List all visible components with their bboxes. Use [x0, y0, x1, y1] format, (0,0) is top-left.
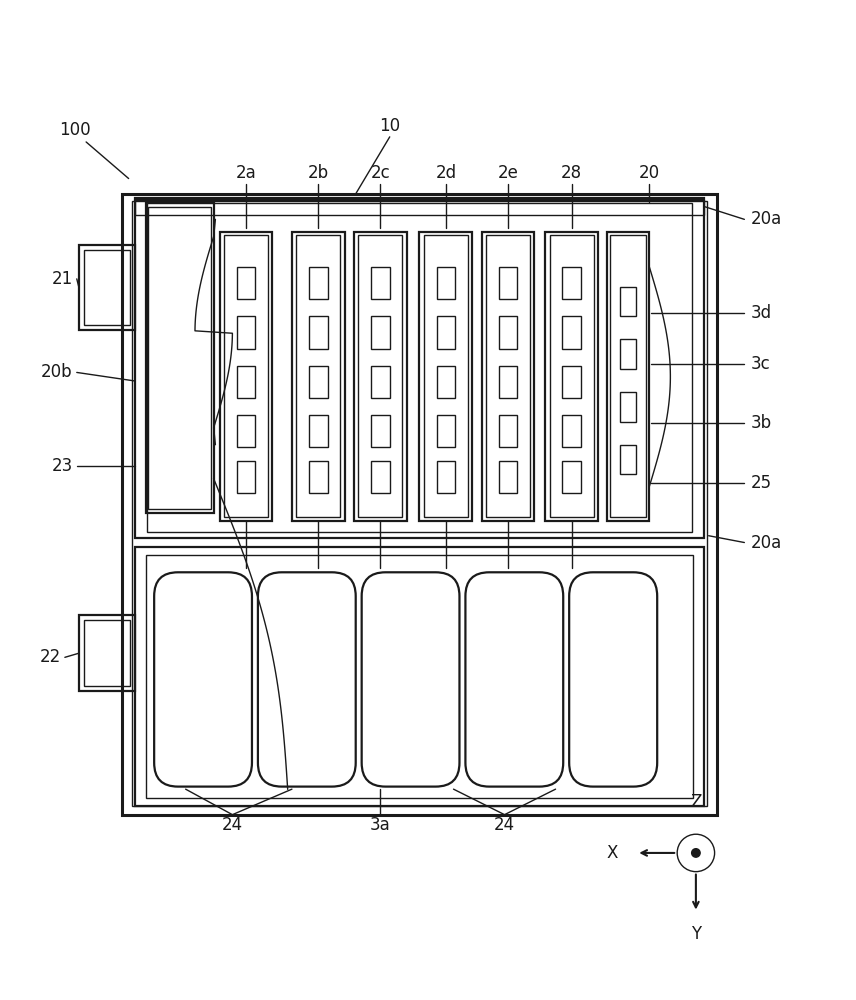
Text: 24: 24 — [494, 816, 515, 834]
Bar — [437, 267, 455, 299]
Text: 24: 24 — [222, 816, 243, 834]
Bar — [296, 235, 341, 517]
Bar — [359, 235, 402, 517]
Bar — [498, 316, 517, 349]
Bar — [419, 232, 473, 521]
Bar — [122, 194, 717, 815]
Text: 3c: 3c — [752, 355, 771, 373]
Text: Z: Z — [690, 793, 702, 811]
Bar — [84, 620, 130, 686]
Text: 3d: 3d — [752, 304, 772, 322]
Bar — [224, 235, 268, 517]
Bar — [371, 316, 389, 349]
Bar — [354, 232, 407, 521]
Bar — [236, 366, 255, 398]
Text: 2e: 2e — [497, 164, 519, 182]
Bar — [498, 461, 517, 493]
Bar — [621, 392, 635, 422]
Text: 25: 25 — [752, 474, 772, 492]
Bar — [309, 366, 328, 398]
Text: 21: 21 — [51, 270, 73, 288]
Text: 3a: 3a — [370, 816, 390, 834]
Bar — [134, 198, 704, 538]
Bar — [371, 461, 389, 493]
Bar — [437, 366, 455, 398]
Bar — [371, 267, 389, 299]
Bar — [486, 235, 530, 517]
Text: 2c: 2c — [371, 164, 390, 182]
Bar — [134, 200, 704, 215]
Text: 28: 28 — [562, 164, 582, 182]
Bar — [309, 267, 328, 299]
Text: 2a: 2a — [235, 164, 257, 182]
Bar — [424, 235, 468, 517]
Bar — [147, 203, 692, 532]
Bar — [371, 366, 389, 398]
Bar — [292, 232, 345, 521]
Bar — [148, 207, 211, 509]
Text: 20b: 20b — [41, 363, 73, 381]
Text: 100: 100 — [59, 121, 91, 139]
Bar — [236, 415, 255, 447]
Bar — [220, 232, 272, 521]
Bar — [621, 445, 635, 474]
Bar — [146, 555, 693, 798]
Bar — [482, 232, 534, 521]
Bar — [80, 245, 134, 330]
Bar — [437, 415, 455, 447]
Bar — [621, 287, 635, 316]
Text: 20a: 20a — [752, 210, 782, 228]
Text: 20a: 20a — [752, 534, 782, 552]
Bar — [132, 201, 707, 806]
Text: 10: 10 — [379, 117, 401, 135]
Text: 2b: 2b — [307, 164, 329, 182]
Text: X: X — [607, 844, 618, 862]
Text: 23: 23 — [51, 457, 73, 475]
Bar — [498, 366, 517, 398]
Bar — [550, 235, 594, 517]
Bar — [309, 316, 328, 349]
Text: 20: 20 — [639, 164, 660, 182]
Bar — [498, 415, 517, 447]
Text: 3b: 3b — [752, 414, 772, 432]
Bar — [236, 461, 255, 493]
Bar — [371, 415, 389, 447]
Bar — [134, 547, 704, 806]
Bar — [146, 202, 214, 513]
Bar — [80, 615, 134, 691]
Circle shape — [692, 849, 700, 857]
Bar — [607, 232, 649, 521]
Bar — [545, 232, 598, 521]
Bar — [610, 235, 645, 517]
Text: 22: 22 — [39, 648, 61, 666]
Bar — [562, 366, 581, 398]
Bar — [562, 316, 581, 349]
Bar — [437, 316, 455, 349]
Bar — [309, 415, 328, 447]
Text: Y: Y — [691, 925, 701, 943]
Bar — [84, 250, 130, 325]
Bar — [562, 461, 581, 493]
Bar — [562, 415, 581, 447]
Bar — [309, 461, 328, 493]
Bar — [621, 339, 635, 369]
Bar — [498, 267, 517, 299]
Bar — [236, 316, 255, 349]
Bar — [562, 267, 581, 299]
Text: 2d: 2d — [436, 164, 456, 182]
Bar — [236, 267, 255, 299]
Bar — [437, 461, 455, 493]
